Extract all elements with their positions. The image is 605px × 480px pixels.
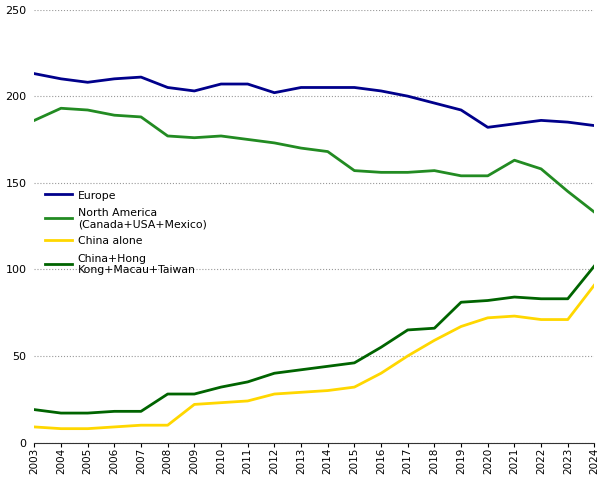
- Legend: Europe, North America
(Canada+USA+Mexico), China alone, China+Hong
Kong+Macau+Ta: Europe, North America (Canada+USA+Mexico…: [45, 191, 207, 275]
